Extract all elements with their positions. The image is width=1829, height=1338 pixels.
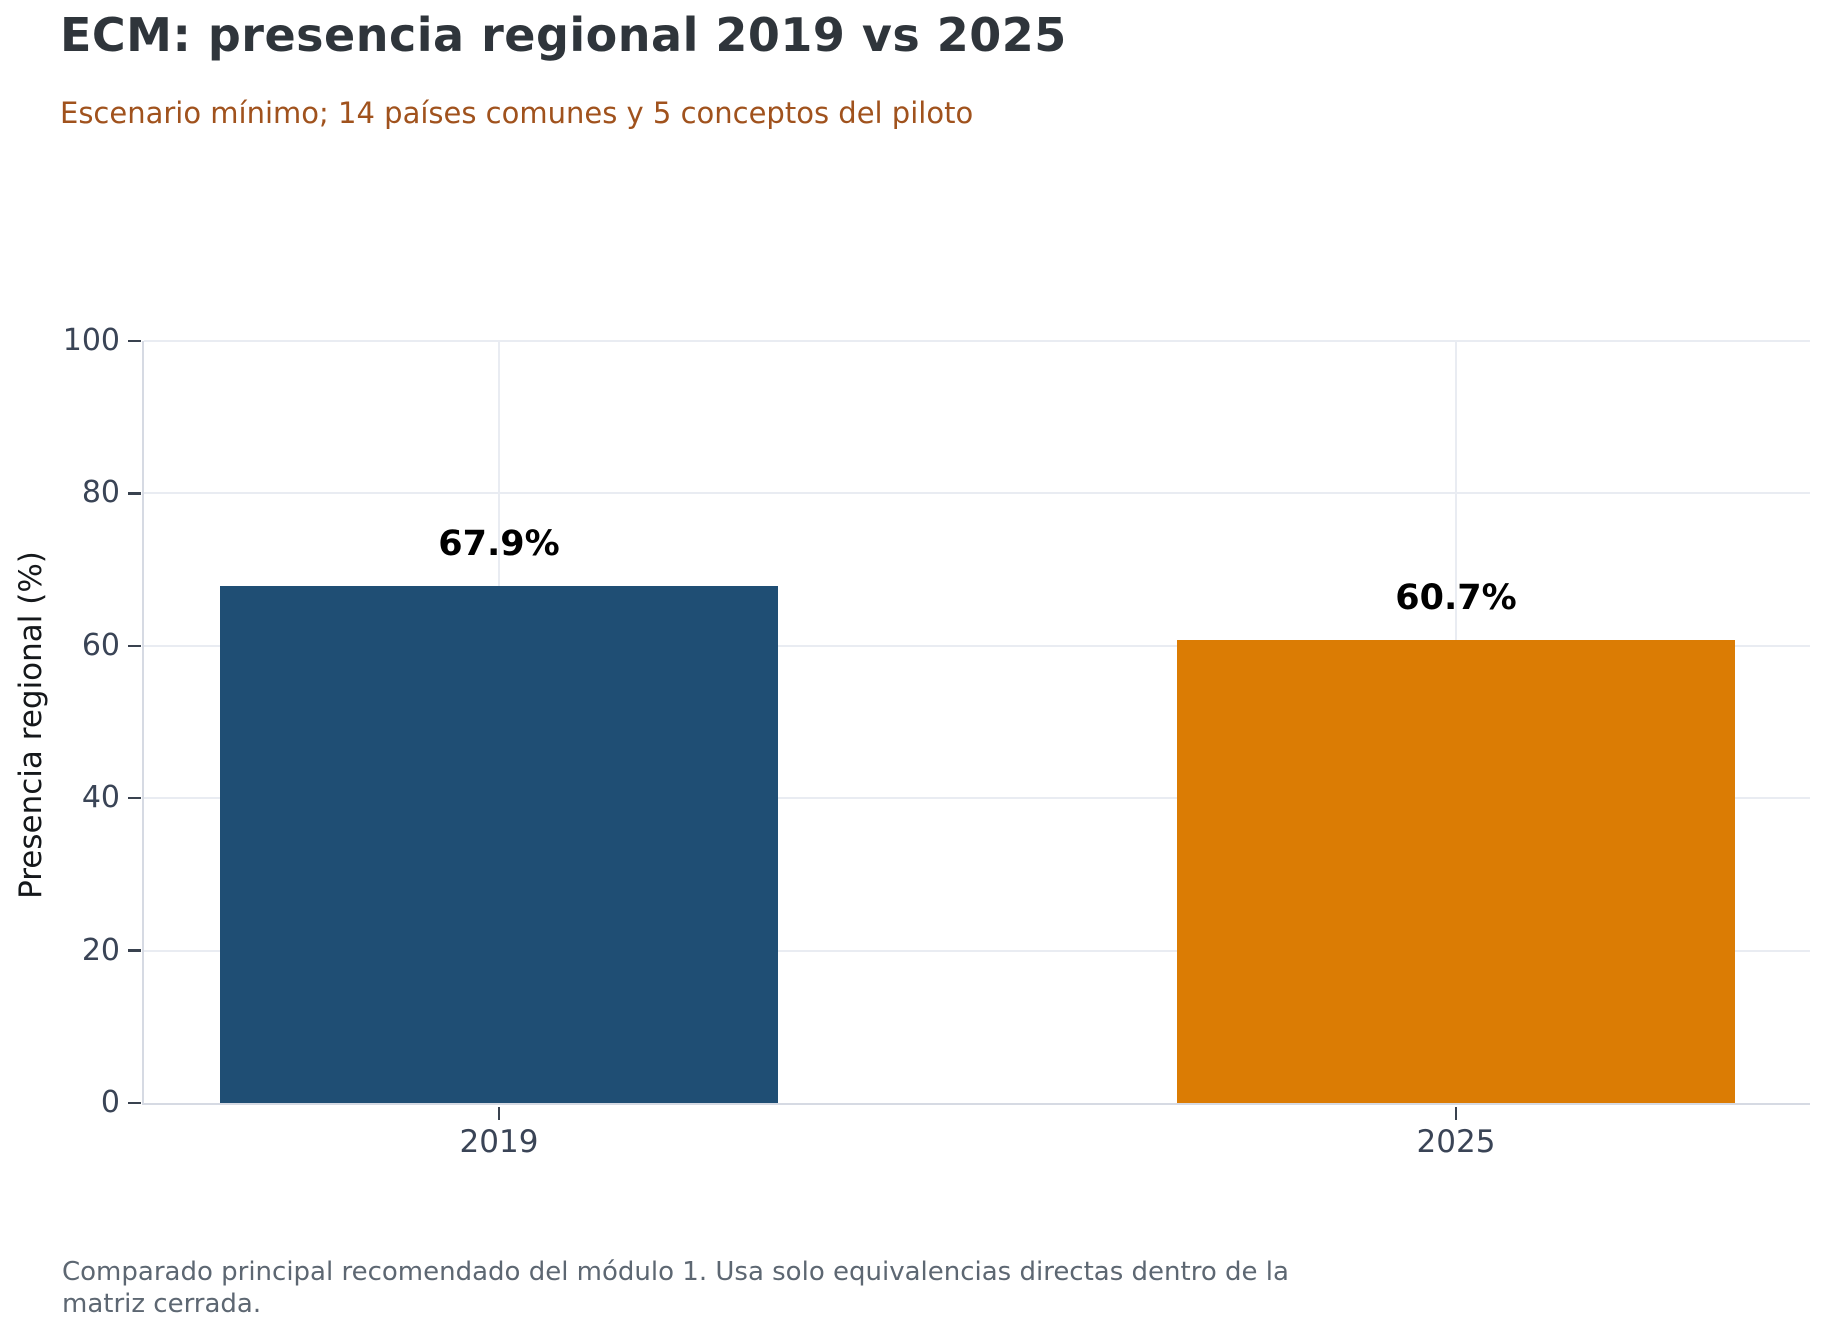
x-tick-label: 2025	[1416, 1124, 1496, 1160]
y-tick-label: 60	[81, 627, 120, 663]
x-tick-mark	[497, 1107, 501, 1120]
footnote: Comparado principal recomendado del módu…	[62, 1257, 1289, 1319]
y-gridline	[144, 644, 1810, 647]
y-gridline	[144, 797, 1810, 800]
y-tick-label: 40	[81, 780, 120, 816]
y-tick-mark	[128, 644, 141, 648]
y-tick-label: 0	[100, 1085, 120, 1120]
chart-title: ECM: presencia regional 2019 vs 2025	[60, 8, 1067, 62]
y-tick-mark	[128, 796, 141, 800]
y-tick-mark	[128, 949, 141, 952]
chart-subtitle: Escenario mínimo; 14 países comunes y 5 …	[60, 96, 974, 130]
x-tick-label: 2019	[459, 1124, 539, 1160]
y-tick-mark	[128, 1101, 141, 1105]
y-tick-mark	[128, 339, 141, 343]
y-gridline	[144, 340, 1810, 342]
y-tick-label: 100	[62, 323, 120, 358]
y-tick-mark	[128, 492, 141, 495]
x-tick-mark	[1454, 1107, 1458, 1120]
bar-2025	[1177, 640, 1735, 1103]
plot-area: 0 20 40 60 80 100 67.9% 2019 60.7% 2025	[63, 326, 1810, 1160]
bar-value-label: 60.7%	[1395, 578, 1517, 619]
y-tick-label: 20	[81, 932, 120, 968]
y-gridline	[144, 492, 1810, 495]
y-gridline	[144, 949, 1810, 952]
bar-2019	[220, 585, 778, 1103]
bar-value-label: 67.9%	[438, 523, 560, 564]
y-axis-label: Presencia regional (%)	[13, 551, 49, 899]
y-tick-label: 80	[81, 475, 120, 511]
